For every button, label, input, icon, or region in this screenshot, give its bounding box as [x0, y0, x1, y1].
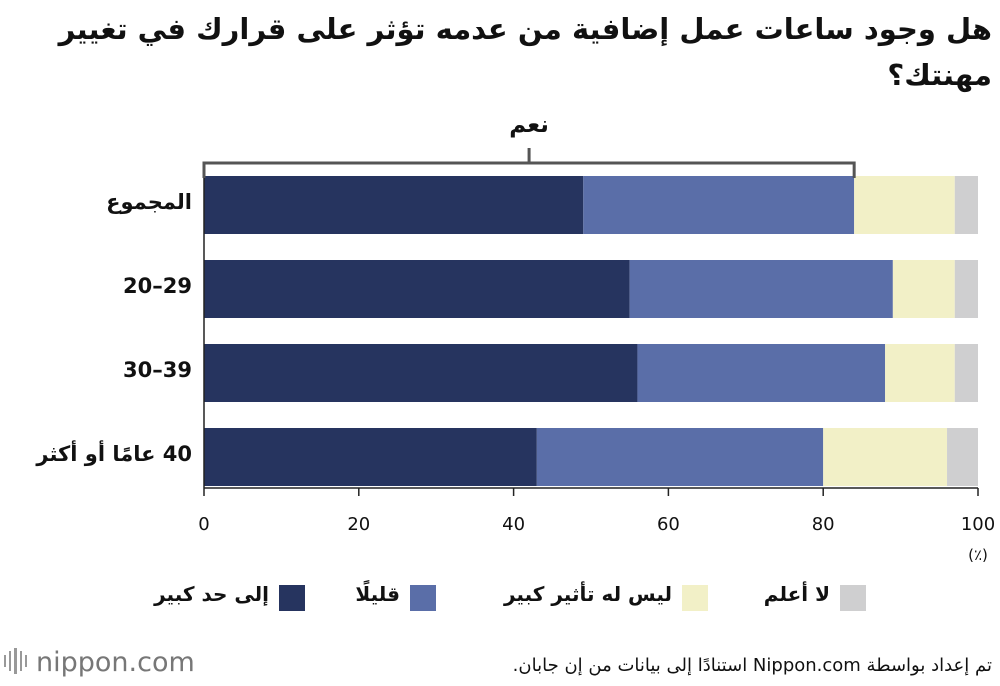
legend-label: ليس له تأثير كبير — [503, 582, 672, 606]
unit-label: (٪) — [968, 546, 988, 564]
bar — [892, 260, 955, 318]
logo-icon — [4, 648, 27, 674]
x-tick-label: 20 — [347, 514, 370, 535]
legend-swatch — [840, 585, 866, 611]
x-tick-label: 60 — [657, 514, 680, 535]
bar — [954, 260, 978, 318]
bracket-label: نعم — [509, 112, 549, 138]
x-tick-label: 100 — [961, 514, 995, 535]
x-tick-label: 0 — [198, 514, 209, 535]
bar — [204, 260, 630, 318]
legend-label: لا أعلم — [763, 582, 830, 606]
x-tick-label: 40 — [502, 514, 525, 535]
y-tick-label: 20–29 — [123, 274, 192, 298]
chart-title: هل وجود ساعات عمل إضافية من عدمه تؤثر عل… — [58, 12, 992, 92]
y-tick-label: المجموع — [106, 190, 192, 214]
legend-label: إلى حد كبير — [154, 582, 269, 606]
bar — [823, 428, 948, 486]
logo: nippon.com — [36, 647, 195, 678]
bar — [947, 428, 978, 486]
bar — [954, 344, 978, 402]
legend-swatch — [682, 585, 708, 611]
bar — [204, 176, 584, 234]
legend-swatch — [410, 585, 436, 611]
bar — [204, 428, 537, 486]
source: تم إعداد بواسطة Nippon.com استنادًا إلى … — [512, 655, 992, 676]
bar — [629, 260, 893, 318]
bar — [637, 344, 886, 402]
bar — [536, 428, 824, 486]
bar — [954, 176, 978, 234]
y-tick-label: 40 عامًا أو أكثر — [36, 442, 192, 466]
bar — [204, 344, 638, 402]
bar — [583, 176, 855, 234]
x-tick-label: 80 — [812, 514, 835, 535]
bar — [885, 344, 955, 402]
bracket — [202, 148, 856, 178]
bar — [854, 176, 955, 234]
legend-label: قليلًا — [355, 582, 400, 606]
y-tick-label: 30–39 — [123, 358, 192, 382]
legend-swatch — [279, 585, 305, 611]
